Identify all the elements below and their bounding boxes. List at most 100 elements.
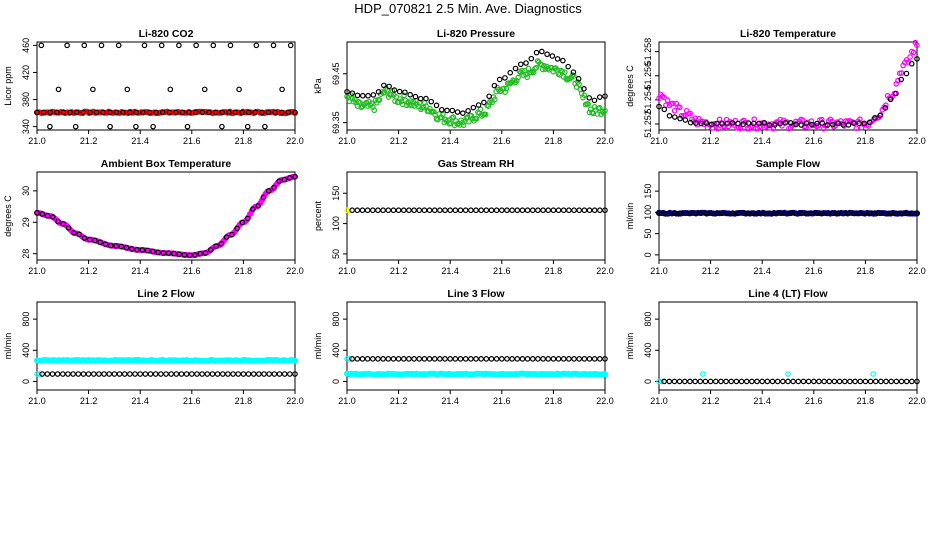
line2-ytick-label: 800 — [21, 312, 31, 327]
sample_flow-ytick-label: 0 — [643, 252, 653, 257]
pressure-point — [410, 98, 416, 105]
licor_temp-point — [677, 115, 683, 122]
sample_flow-point — [766, 210, 773, 217]
sample_flow-point — [671, 210, 678, 216]
pressure-point — [517, 61, 524, 68]
pressure-point — [423, 103, 429, 109]
licor_temp-point — [737, 125, 744, 132]
co2-xtick-label: 21.6 — [183, 136, 201, 146]
co2-point — [146, 109, 153, 116]
line2-ylabel: ml/min — [3, 333, 13, 360]
co2-point — [98, 42, 105, 49]
sample_flow-xtick-label: 21.8 — [857, 266, 875, 276]
box_temp-ytick-label: 30 — [21, 186, 31, 196]
line3-xtick-label: 22.0 — [596, 396, 614, 406]
line2-point — [142, 371, 149, 377]
licor_temp-point — [661, 106, 668, 113]
pressure-point — [344, 88, 350, 95]
line2-point — [292, 371, 298, 377]
co2-point — [259, 109, 265, 116]
pressure-point — [575, 75, 582, 82]
line3-point — [550, 356, 557, 362]
sample_flow-point — [761, 210, 768, 216]
sample_flow-point — [803, 210, 810, 217]
line2-point — [147, 371, 154, 377]
licor_temp-point — [676, 104, 683, 111]
pressure-point — [581, 92, 588, 98]
line3-point — [514, 356, 521, 362]
pressure-point — [559, 68, 566, 75]
pressure-point — [581, 85, 587, 92]
box_temp-xtick-label: 21.2 — [80, 266, 98, 276]
licor_temp-point — [682, 117, 689, 123]
co2-point — [106, 109, 113, 116]
rh-point — [346, 207, 353, 214]
co2-point — [239, 109, 245, 116]
co2-ytick-label: 380 — [21, 92, 31, 107]
line3-point — [478, 356, 484, 362]
pressure-point — [533, 49, 540, 56]
line2-ytick-label: 400 — [21, 343, 31, 358]
pressure-point — [349, 95, 355, 102]
pressure-xtick-label: 21.2 — [390, 136, 408, 146]
sample_flow-point — [903, 210, 910, 217]
pressure-point — [602, 107, 608, 114]
co2-point — [179, 109, 186, 116]
box_temp-point — [265, 188, 272, 194]
rh-point — [421, 207, 428, 214]
rh-point — [437, 207, 443, 214]
pressure-point — [570, 69, 577, 75]
rh-point — [519, 207, 526, 214]
co2-point — [285, 109, 292, 116]
line3-point — [468, 356, 474, 362]
box_temp-point — [128, 246, 135, 252]
rh-point — [576, 207, 583, 214]
line4-point — [743, 378, 750, 385]
line3-point — [504, 356, 510, 362]
sample_flow-point — [835, 210, 841, 216]
line2-point — [189, 371, 195, 377]
box_temp-point — [286, 175, 293, 181]
co2-point — [244, 123, 251, 130]
box_temp-point — [250, 206, 256, 212]
line4-xtick-label: 21.4 — [753, 396, 771, 406]
sample_flow-point — [703, 210, 710, 216]
box_temp-xtick-label: 21.0 — [28, 266, 46, 276]
licor_temp-point — [725, 123, 732, 130]
line2-point — [250, 371, 257, 377]
line2-point — [261, 371, 267, 377]
line4-point — [661, 378, 667, 385]
co2-point — [270, 42, 277, 49]
line4-point — [702, 378, 709, 385]
licor_temp-point — [756, 120, 762, 127]
box_temp-point — [34, 210, 40, 216]
pressure-ytick-label: 69.45 — [331, 63, 341, 86]
box_temp-title: Ambient Box Temperature — [101, 158, 232, 170]
line3-point — [493, 356, 500, 362]
co2-point — [206, 109, 212, 116]
pressure-xtick-label: 22.0 — [596, 136, 614, 146]
line3-point — [462, 356, 469, 362]
line3-point — [359, 356, 366, 362]
line4-point — [870, 371, 876, 377]
co2-point — [279, 86, 285, 93]
co2-point — [226, 109, 232, 116]
pressure-point — [444, 107, 450, 114]
rh-point — [416, 207, 423, 214]
line2-point — [183, 371, 190, 377]
pressure-point — [576, 81, 582, 87]
licor_temp-point — [740, 121, 747, 128]
line3-point — [498, 356, 505, 362]
co2-point — [90, 86, 96, 93]
pressure-point — [370, 92, 377, 98]
line3-point — [524, 356, 531, 362]
line2-point — [96, 371, 102, 377]
co2-point — [192, 109, 199, 116]
rh-ylabel: percent — [313, 200, 323, 231]
sample_flow-point — [872, 210, 878, 216]
box_temp-point — [118, 243, 125, 250]
box_temp-point — [102, 241, 109, 247]
pressure-point — [491, 96, 498, 103]
line3-point — [354, 356, 361, 362]
sample_flow-point — [824, 210, 831, 217]
